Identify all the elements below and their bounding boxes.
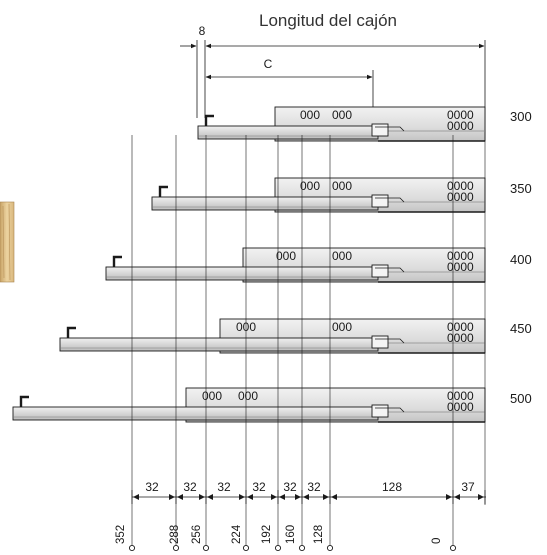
holes-left-500: 000 xyxy=(202,389,222,403)
reference-point-0 xyxy=(128,544,136,552)
slide-bar-500 xyxy=(12,406,379,421)
size-label-350: 350 xyxy=(510,181,532,196)
diagram-title: Longitud del cajón xyxy=(259,11,397,30)
holes-endbot-400: 0000 xyxy=(447,260,474,274)
spacing-arrow-r-1 xyxy=(199,494,205,500)
holes-endbot-300: 0000 xyxy=(447,119,474,133)
position-label-288: 288 xyxy=(169,525,181,544)
holes-endbot-500: 0000 xyxy=(447,400,474,414)
slide-clip-500 xyxy=(371,404,389,418)
spacing-label-6: 32 xyxy=(307,480,321,494)
slide-bar-400 xyxy=(105,266,379,281)
spacing-arrow-r-2 xyxy=(239,494,245,500)
spacing-arrow-l-4 xyxy=(279,494,285,500)
holes-endtop-300: 0000 xyxy=(447,108,474,122)
holes-left-450: 000 xyxy=(236,320,256,334)
spacing-arrow-l-0 xyxy=(133,494,139,500)
spacing-arrow-l-2 xyxy=(207,494,213,500)
size-label-450: 450 xyxy=(510,321,532,336)
holes-right-300: 000 xyxy=(332,108,352,122)
reference-point-6 xyxy=(326,544,334,552)
holes-endbot-450: 0000 xyxy=(447,331,474,345)
bottom-spacing-ticks xyxy=(131,490,486,504)
spacing-arrow-r-4 xyxy=(295,494,301,500)
slide-clip-350 xyxy=(371,194,389,208)
slide-clip-detail-450 xyxy=(375,338,405,344)
spacing-label-7: 128 xyxy=(382,480,402,494)
holes-endtop-450: 0000 xyxy=(447,320,474,334)
position-label-192: 192 xyxy=(261,525,273,544)
slide-clip-detail-300 xyxy=(375,126,405,132)
spacing-arrow-l-3 xyxy=(247,494,253,500)
holes-right-350: 000 xyxy=(332,179,352,193)
slide-400 xyxy=(105,247,486,283)
spacing-label-2: 32 xyxy=(183,480,197,494)
position-label-0: 0 xyxy=(431,538,443,544)
holes-right-400: 000 xyxy=(332,249,352,263)
reference-point-4 xyxy=(274,544,282,552)
size-label-300: 300 xyxy=(510,109,532,124)
holes-left-350: 000 xyxy=(300,179,320,193)
slide-clip-detail-350 xyxy=(375,197,405,203)
slide-clip-400 xyxy=(371,264,389,278)
spacing-label-8: 37 xyxy=(461,480,475,494)
spacing-label-3: 32 xyxy=(217,480,231,494)
position-label-128: 128 xyxy=(313,525,325,544)
slide-hook-300 xyxy=(204,114,214,126)
holes-endtop-350: 0000 xyxy=(447,179,474,193)
drawer-length-dimension xyxy=(180,40,486,140)
spacing-label-1: 32 xyxy=(145,480,159,494)
position-label-256: 256 xyxy=(191,525,203,544)
position-label-224: 224 xyxy=(231,524,243,544)
spacing-arrow-r-5 xyxy=(323,494,329,500)
reference-point-5 xyxy=(298,544,306,552)
reference-lines xyxy=(128,135,486,552)
slide-hook-350 xyxy=(158,185,168,197)
size-label-400: 400 xyxy=(510,252,532,267)
holes-endtop-500: 0000 xyxy=(447,389,474,403)
spacing-arrow-l-7 xyxy=(454,494,460,500)
holes-right-450: 000 xyxy=(332,320,352,334)
slide-hook-400 xyxy=(112,255,122,267)
size-label-500: 500 xyxy=(510,391,532,406)
spacing-arrow-r-6 xyxy=(446,494,452,500)
reference-point-3 xyxy=(242,544,250,552)
slide-clip-450 xyxy=(371,335,389,349)
spacing-arrow-r-0 xyxy=(169,494,175,500)
slide-bar-350 xyxy=(151,196,379,211)
slide-hook-450 xyxy=(66,326,76,338)
spacing-arrow-r-3 xyxy=(271,494,277,500)
slide-hook-500 xyxy=(19,395,29,407)
slide-bar-300 xyxy=(197,125,379,140)
slide-500 xyxy=(12,387,486,423)
slide-clip-detail-400 xyxy=(375,267,405,273)
slide-clip-300 xyxy=(371,123,389,137)
position-label-160: 160 xyxy=(285,525,297,544)
slides-group xyxy=(12,106,486,423)
spacing-arrow-l-1 xyxy=(177,494,183,500)
dim-c-label: C xyxy=(264,57,273,71)
holes-left-400: 000 xyxy=(276,249,296,263)
slide-clip-detail-500 xyxy=(375,407,405,413)
reference-point-2 xyxy=(202,544,210,552)
spacing-arrow-l-5 xyxy=(303,494,309,500)
spacing-label-5: 32 xyxy=(283,480,297,494)
slide-300 xyxy=(197,106,486,142)
spacing-label-4: 32 xyxy=(252,480,266,494)
reference-point-1 xyxy=(172,544,180,552)
holes-endbot-350: 0000 xyxy=(447,190,474,204)
holes-endtop-400: 0000 xyxy=(447,249,474,263)
reference-point-7 xyxy=(449,544,457,552)
slide-350 xyxy=(151,177,486,213)
wood-panel xyxy=(0,201,15,283)
spacing-arrow-r-7 xyxy=(478,494,484,500)
holes-right-500: 000 xyxy=(238,389,258,403)
slide-450 xyxy=(59,318,486,354)
holes-left-300: 000 xyxy=(300,108,320,122)
spacing-arrow-l-6 xyxy=(331,494,337,500)
dim-8-label: 8 xyxy=(199,24,206,38)
position-label-352: 352 xyxy=(115,525,127,544)
